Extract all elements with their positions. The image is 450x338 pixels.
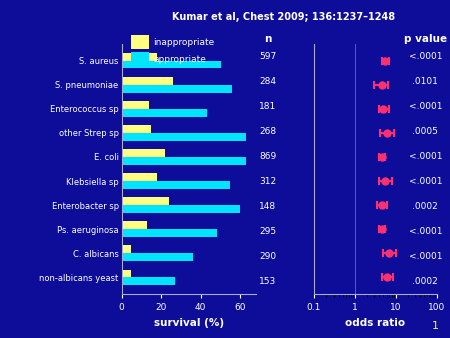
Bar bbox=[122, 269, 131, 277]
Bar bbox=[122, 253, 193, 261]
Bar bbox=[122, 205, 240, 213]
Text: 284: 284 bbox=[259, 77, 276, 86]
Text: <.0001: <.0001 bbox=[409, 177, 442, 186]
Bar bbox=[122, 149, 165, 157]
Text: inappropriate: inappropriate bbox=[153, 38, 214, 47]
X-axis label: survival (%): survival (%) bbox=[154, 318, 224, 328]
Text: 1: 1 bbox=[432, 321, 439, 331]
Text: 597: 597 bbox=[259, 52, 276, 61]
Bar bbox=[122, 277, 175, 285]
Bar bbox=[122, 101, 149, 109]
Text: .0101: .0101 bbox=[412, 77, 438, 86]
Bar bbox=[122, 245, 131, 253]
Bar bbox=[122, 157, 246, 165]
Text: 153: 153 bbox=[259, 277, 276, 286]
Text: <.0001: <.0001 bbox=[409, 152, 442, 161]
Text: .0005: .0005 bbox=[412, 127, 438, 136]
Text: 290: 290 bbox=[259, 252, 276, 261]
Text: appropriate: appropriate bbox=[153, 55, 206, 64]
Text: 295: 295 bbox=[259, 227, 276, 236]
Bar bbox=[122, 125, 151, 133]
Bar bbox=[122, 109, 207, 117]
Text: 148: 148 bbox=[259, 202, 276, 211]
Text: 268: 268 bbox=[259, 127, 276, 136]
Bar bbox=[122, 181, 230, 189]
Bar bbox=[122, 53, 157, 61]
Text: .0002: .0002 bbox=[412, 202, 438, 211]
Text: n: n bbox=[264, 34, 271, 44]
Text: <.0001: <.0001 bbox=[409, 102, 442, 111]
Bar bbox=[122, 85, 232, 93]
Bar bbox=[122, 77, 173, 85]
Text: .0002: .0002 bbox=[412, 277, 438, 286]
Text: 181: 181 bbox=[259, 102, 276, 111]
Text: Kumar et al, Chest 2009; 136:1237–1248: Kumar et al, Chest 2009; 136:1237–1248 bbox=[172, 12, 395, 22]
X-axis label: odds ratio: odds ratio bbox=[345, 318, 405, 328]
Text: <.0001: <.0001 bbox=[409, 52, 442, 61]
Text: 869: 869 bbox=[259, 152, 276, 161]
Bar bbox=[122, 173, 157, 181]
Text: <.0001: <.0001 bbox=[409, 252, 442, 261]
Bar bbox=[122, 61, 220, 69]
Bar bbox=[122, 229, 216, 237]
Text: p value: p value bbox=[404, 34, 447, 44]
Bar bbox=[122, 197, 169, 205]
Text: 312: 312 bbox=[259, 177, 276, 186]
Text: <.0001: <.0001 bbox=[409, 227, 442, 236]
Bar bbox=[122, 133, 246, 141]
Bar bbox=[122, 221, 147, 229]
